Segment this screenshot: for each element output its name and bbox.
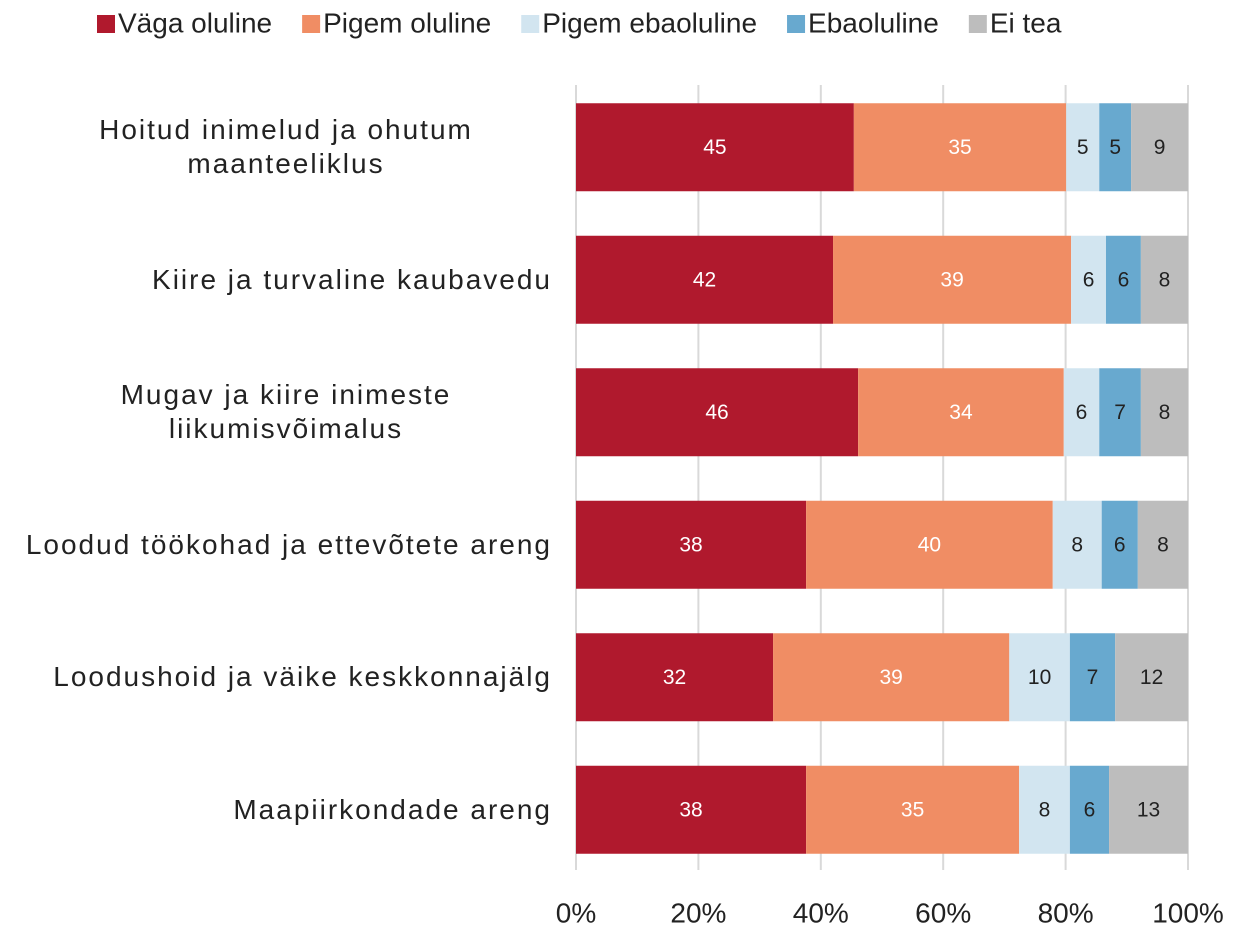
data-label: 34 bbox=[949, 401, 973, 424]
legend-label: Ei tea bbox=[990, 7, 1062, 38]
bar-segment bbox=[1063, 368, 1100, 457]
data-label: 10 bbox=[1028, 666, 1051, 689]
bar-segment bbox=[576, 235, 834, 324]
data-label: 38 bbox=[679, 533, 702, 556]
x-tick-label: 60% bbox=[915, 897, 971, 927]
data-label: 42 bbox=[693, 268, 716, 291]
category-label: Hoitud inimelud ja ohutum maanteeliklus bbox=[99, 114, 473, 180]
bar-segment bbox=[1069, 633, 1116, 722]
legend-label: Pigem oluline bbox=[323, 7, 491, 38]
legend-label: Pigem ebaoluline bbox=[542, 7, 757, 38]
legend-swatch bbox=[968, 15, 987, 33]
bar-segment bbox=[1105, 235, 1141, 324]
bar-segment bbox=[1140, 368, 1188, 457]
bar-segment bbox=[1069, 765, 1110, 854]
x-tick-label: 40% bbox=[793, 897, 849, 927]
bar-segment bbox=[576, 633, 774, 722]
bar-segment bbox=[1071, 235, 1106, 324]
data-label: 46 bbox=[705, 401, 728, 424]
data-label: 39 bbox=[880, 666, 903, 689]
legend-swatch bbox=[521, 15, 540, 33]
bar-segment bbox=[806, 765, 1020, 854]
bar-segment bbox=[833, 235, 1072, 324]
bar-segment bbox=[1131, 103, 1188, 192]
bar-segment bbox=[1099, 368, 1141, 457]
bar-segment bbox=[853, 103, 1067, 192]
bar-segment bbox=[1052, 500, 1102, 589]
bar-segment bbox=[1019, 765, 1070, 854]
data-label: 39 bbox=[940, 268, 963, 291]
bar-segment bbox=[1140, 235, 1188, 324]
bar-segment bbox=[576, 368, 859, 457]
category-label-box: Maapiirkondade areng bbox=[0, 760, 552, 860]
data-label: 8 bbox=[1159, 268, 1171, 291]
x-tick-label: 0% bbox=[556, 897, 596, 927]
x-tick-label: 80% bbox=[1038, 897, 1094, 927]
bar-segment bbox=[1137, 500, 1188, 589]
category-label: Loodud töökohad ja ettevõtete areng bbox=[25, 528, 552, 560]
category-label: Mugav ja kiire inimeste liikumisvõimalus bbox=[120, 379, 452, 445]
bar-segment bbox=[576, 500, 807, 589]
x-tick-label: 20% bbox=[670, 897, 726, 927]
legend-swatch bbox=[302, 15, 321, 33]
data-label: 6 bbox=[1083, 268, 1095, 291]
data-label: 35 bbox=[948, 136, 971, 159]
legend-label: Ebaoluline bbox=[808, 7, 939, 38]
data-label: 6 bbox=[1084, 798, 1096, 821]
bar-segment bbox=[1101, 500, 1138, 589]
data-label: 38 bbox=[679, 798, 702, 821]
category-label-box: Hoitud inimelud ja ohutum maanteeliklus bbox=[0, 97, 552, 197]
bar-segment bbox=[1115, 633, 1188, 722]
data-label: 8 bbox=[1039, 798, 1051, 821]
category-label-box: Loodud töökohad ja ettevõtete areng bbox=[0, 495, 552, 595]
data-label: 12 bbox=[1140, 666, 1163, 689]
legend-swatch bbox=[97, 15, 115, 33]
legend-label: Väga oluline bbox=[118, 7, 272, 38]
data-label: 8 bbox=[1157, 533, 1169, 556]
category-label: Loodushoid ja väike keskkonnajälg bbox=[53, 661, 552, 693]
data-label: 40 bbox=[918, 533, 941, 556]
category-label-box: Mugav ja kiire inimeste liikumisvõimalus bbox=[0, 362, 552, 462]
data-label: 5 bbox=[1109, 136, 1121, 159]
data-label: 35 bbox=[901, 798, 924, 821]
data-label: 13 bbox=[1137, 798, 1160, 821]
data-label: 7 bbox=[1114, 401, 1126, 424]
bar-segment bbox=[1099, 103, 1132, 192]
data-label: 5 bbox=[1077, 136, 1089, 159]
data-label: 8 bbox=[1159, 401, 1171, 424]
category-label: Kiire ja turvaline kaubavedu bbox=[152, 263, 552, 295]
data-label: 45 bbox=[703, 136, 726, 159]
bar-segment bbox=[576, 765, 807, 854]
data-label: 7 bbox=[1087, 666, 1099, 689]
category-label: Maapiirkondade areng bbox=[233, 793, 552, 825]
data-label: 32 bbox=[663, 666, 686, 689]
data-label: 9 bbox=[1154, 136, 1166, 159]
category-label-box: Loodushoid ja väike keskkonnajälg bbox=[0, 627, 552, 727]
bar-segment bbox=[1066, 103, 1100, 192]
category-label-box: Kiire ja turvaline kaubavedu bbox=[0, 230, 552, 330]
data-label: 8 bbox=[1071, 533, 1083, 556]
bar-segment bbox=[806, 500, 1053, 589]
data-label: 6 bbox=[1118, 268, 1130, 291]
bar-segment bbox=[773, 633, 1010, 722]
bar-segment bbox=[858, 368, 1064, 457]
bar-segment bbox=[1009, 633, 1070, 722]
bar-segment bbox=[1109, 765, 1188, 854]
data-label: 6 bbox=[1114, 533, 1126, 556]
x-tick-label: 100% bbox=[1152, 897, 1224, 927]
bar-segment bbox=[576, 103, 854, 192]
legend-swatch bbox=[787, 15, 806, 33]
data-label: 6 bbox=[1076, 401, 1088, 424]
